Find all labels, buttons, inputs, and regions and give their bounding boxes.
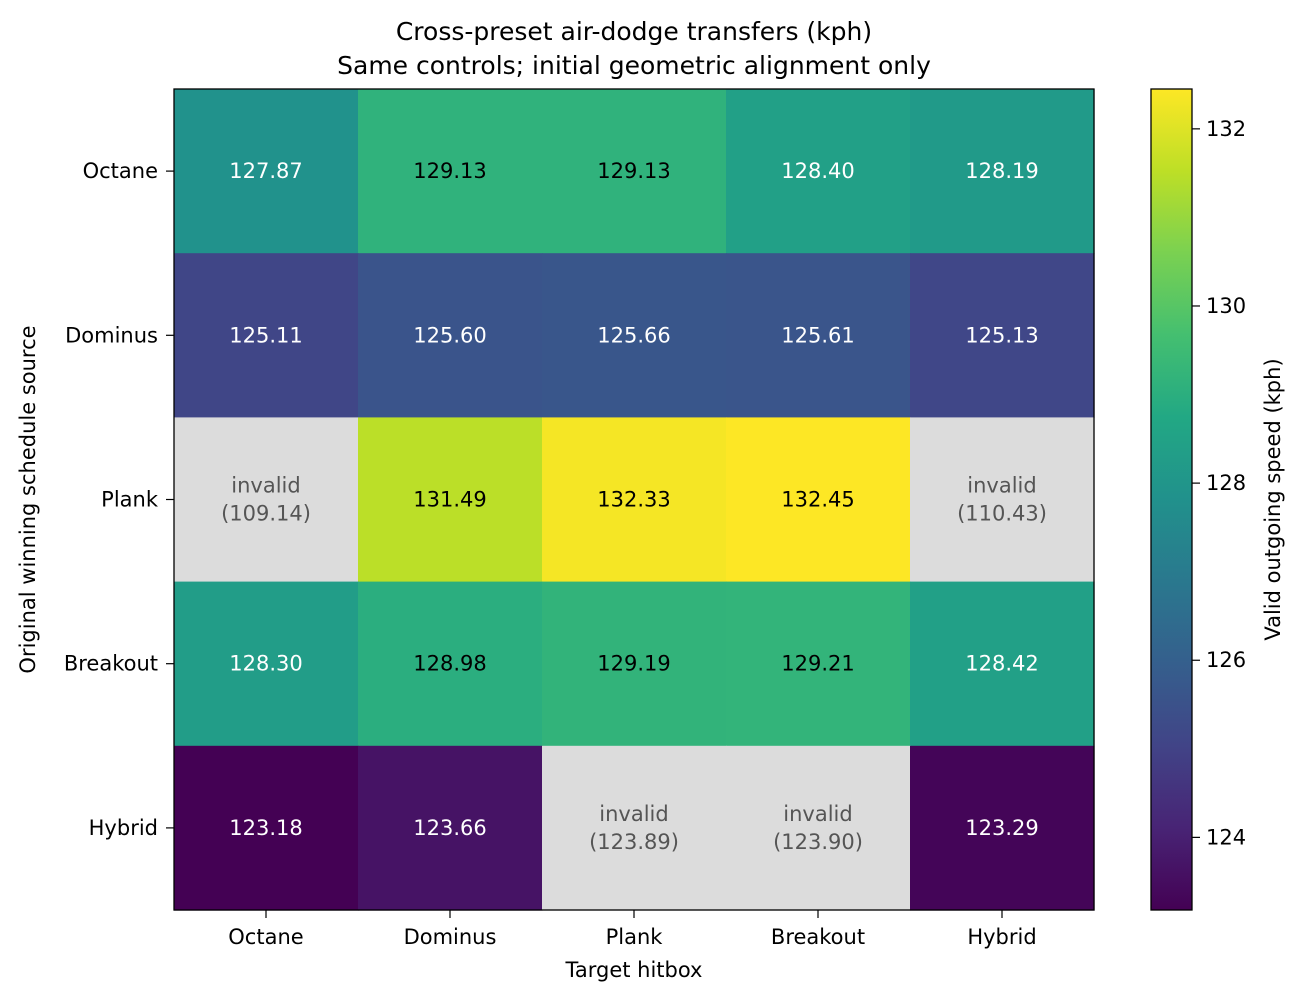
colorbar-tick-label: 130 xyxy=(1206,294,1246,318)
heatmap-cell xyxy=(726,89,911,254)
heatmap-cell xyxy=(174,417,359,583)
heatmap-cell xyxy=(726,253,911,418)
colorbar-ticks: 124 126 128 130 132 xyxy=(1192,117,1246,849)
heatmap-cell xyxy=(542,745,727,911)
cell-label: invalid xyxy=(599,802,668,826)
cell-label: 123.18 xyxy=(229,816,302,840)
cell-label: 125.13 xyxy=(965,323,1038,347)
cell-label: 129.13 xyxy=(413,159,486,183)
chart-title: Cross-preset air-dodge transfers (kph) xyxy=(396,17,872,46)
cell-label: 128.40 xyxy=(781,159,854,183)
cell-label: (110.43) xyxy=(957,502,1047,526)
cell-label: invalid xyxy=(967,474,1036,498)
cell-label: (123.89) xyxy=(589,830,679,854)
heatmap-cell xyxy=(174,745,359,911)
heatmap-cell xyxy=(174,253,359,418)
cell-label: invalid xyxy=(231,474,300,498)
colorbar xyxy=(1150,88,1193,911)
heatmap-cell xyxy=(910,581,1095,747)
colorbar-tick-label: 132 xyxy=(1206,117,1246,141)
y-axis-label: Original winning schedule source xyxy=(16,325,40,673)
heatmap-cell xyxy=(174,89,359,254)
cell-label: 125.60 xyxy=(413,323,486,347)
cell-label: invalid xyxy=(783,802,852,826)
heatmap-cell xyxy=(174,581,359,747)
cell-label: 128.98 xyxy=(413,652,486,676)
heatmap-cell xyxy=(726,745,911,911)
heatmap-cell xyxy=(542,581,727,747)
x-axis-ticks: Octane Dominus Plank Breakout Hybrid xyxy=(228,910,1037,949)
colorbar-tick-label: 124 xyxy=(1206,825,1246,849)
chart-subtitle: Same controls; initial geometric alignme… xyxy=(337,51,931,80)
heatmap-cell xyxy=(358,581,543,747)
heatmap-cell xyxy=(542,89,727,254)
cell-label: 125.11 xyxy=(229,323,302,347)
heatmap-cell xyxy=(726,417,911,583)
cell-label: (123.90) xyxy=(773,830,863,854)
colorbar-tick-label: 126 xyxy=(1206,648,1246,672)
x-tick-label: Octane xyxy=(228,925,303,949)
y-tick-label: Plank xyxy=(101,488,159,512)
cell-label: 131.49 xyxy=(413,488,486,512)
heatmap-cell xyxy=(358,417,543,583)
cell-label: 128.30 xyxy=(229,652,302,676)
cell-label: 123.29 xyxy=(965,816,1038,840)
cell-label: 129.19 xyxy=(597,652,670,676)
cell-label: 123.66 xyxy=(413,816,486,840)
heatmap-cell xyxy=(358,89,543,254)
x-tick-label: Dominus xyxy=(404,925,497,949)
cell-label: 132.33 xyxy=(597,488,670,512)
heatmap-cell xyxy=(726,581,911,747)
y-tick-label: Dominus xyxy=(65,323,158,347)
heatmap-cells xyxy=(174,89,1095,911)
heatmap-cell xyxy=(910,253,1095,418)
x-tick-label: Plank xyxy=(606,925,664,949)
y-tick-label: Octane xyxy=(83,159,158,183)
colorbar-label: Valid outgoing speed (kph) xyxy=(1261,358,1285,640)
heatmap-cell xyxy=(542,417,727,583)
x-axis-label: Target hitbox xyxy=(565,958,703,982)
cell-label: 127.87 xyxy=(229,159,302,183)
cell-label: 128.19 xyxy=(965,159,1038,183)
y-axis-ticks: Octane Dominus Plank Breakout Hybrid xyxy=(64,159,174,840)
heatmap-cell xyxy=(542,253,727,418)
heatmap-cell xyxy=(358,253,543,418)
x-tick-label: Hybrid xyxy=(967,925,1036,949)
cell-label: 125.61 xyxy=(781,323,854,347)
y-tick-label: Breakout xyxy=(64,652,158,676)
heatmap-cell xyxy=(910,89,1095,254)
y-tick-label: Hybrid xyxy=(89,816,158,840)
heatmap-cell xyxy=(358,745,543,911)
cell-label: 129.13 xyxy=(597,159,670,183)
cell-label: 129.21 xyxy=(781,652,854,676)
heatmap-cell xyxy=(910,745,1095,911)
heatmap-cell xyxy=(910,417,1095,583)
cell-label: 128.42 xyxy=(965,652,1038,676)
colorbar-tick-label: 128 xyxy=(1206,471,1246,495)
heatmap-cell-labels: 127.87 129.13 129.13 128.40 128.19 125.11 125.… xyxy=(221,159,1047,854)
cell-label: 125.66 xyxy=(597,323,670,347)
cell-label: 132.45 xyxy=(781,488,854,512)
cell-label: (109.14) xyxy=(221,502,311,526)
x-tick-label: Breakout xyxy=(771,925,865,949)
